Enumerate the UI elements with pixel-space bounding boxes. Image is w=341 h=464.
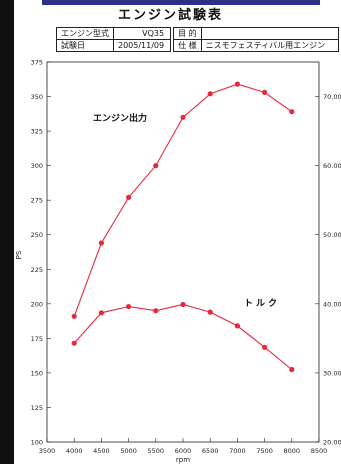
y2-tick-label: 20.00 [323, 439, 341, 447]
power-data-point [180, 114, 186, 120]
torque-data-point [207, 309, 213, 315]
x-axis-label: rpm [176, 456, 190, 464]
y-tick-label: 250 [31, 231, 43, 239]
power-data-point [262, 89, 268, 95]
info-row-date: 試験日 2005/11/09 仕 様 ニスモフェスティバル用エンジン [56, 39, 339, 52]
x-tick-label: 7000 [229, 447, 246, 455]
x-tick-label: 5500 [148, 447, 165, 455]
x-tick-label: 6000 [175, 447, 192, 455]
y-tick-label: 100 [31, 439, 43, 447]
y-tick-label: 200 [31, 300, 43, 308]
torque-data-point [71, 340, 77, 346]
x-tick-label: 6500 [202, 447, 219, 455]
window-left-edge [0, 0, 14, 464]
torque-data-point [262, 344, 268, 350]
power-data-point [153, 163, 159, 169]
x-tick-label: 3500 [39, 447, 56, 455]
x-tick-label: 8000 [284, 447, 301, 455]
y-tick-label: 225 [31, 266, 43, 274]
y-tick-label: 325 [31, 128, 43, 136]
test-date-label: 試験日 [56, 39, 114, 52]
y-tick-label: 375 [31, 59, 43, 67]
torque-data-point [126, 304, 132, 310]
x-tick-label: 4000 [66, 447, 83, 455]
y-tick-label: 150 [31, 369, 43, 377]
series-label-torque: トルク [244, 298, 280, 309]
power-data-point [207, 91, 213, 97]
torque-data-point [289, 366, 295, 373]
y2-tick-label: 40.00 [323, 300, 341, 308]
series-label-power: エンジン出力 [93, 112, 147, 124]
y-tick-label: 175 [31, 335, 43, 343]
spec-label: 仕 様 [173, 39, 202, 52]
spec-value: ニスモフェスティバル用エンジン [200, 39, 339, 52]
y-tick-label: 125 [31, 404, 43, 412]
power-data-point [234, 81, 240, 87]
y-tick-label: 275 [31, 197, 43, 205]
power-data-point [98, 240, 104, 246]
y2-tick-label: 70.00 [323, 93, 341, 101]
power-data-point [126, 194, 132, 200]
x-tick-label: 8500 [311, 447, 328, 455]
page-title: エンジン試験表 [117, 8, 223, 23]
y-tick-label: 350 [31, 93, 43, 101]
y2-tick-label: 60.00 [323, 162, 341, 170]
y2-tick-label: 30.00 [323, 369, 341, 377]
power-data-point [71, 313, 77, 319]
y2-tick-label: 50.00 [323, 231, 341, 239]
torque-data-point [153, 308, 159, 314]
y-tick-label: 300 [31, 162, 43, 170]
x-tick-label: 5000 [120, 447, 137, 455]
y-axis-label: PS [15, 250, 23, 259]
torque-data-point [234, 323, 240, 329]
test-info-table: エンジン型式 VQ35 目 的 試験日 2005/11/09 仕 様 ニスモフェ… [56, 27, 339, 52]
torque-data-point [98, 310, 104, 316]
x-tick-label: 7500 [256, 447, 273, 455]
x-tick-label: 4500 [93, 447, 110, 455]
power-data-point [289, 109, 295, 115]
test-date-value: 2005/11/09 [112, 39, 172, 52]
torque-data-point [180, 301, 186, 308]
series-line-torque [73, 303, 293, 370]
header-band [42, 0, 320, 5]
